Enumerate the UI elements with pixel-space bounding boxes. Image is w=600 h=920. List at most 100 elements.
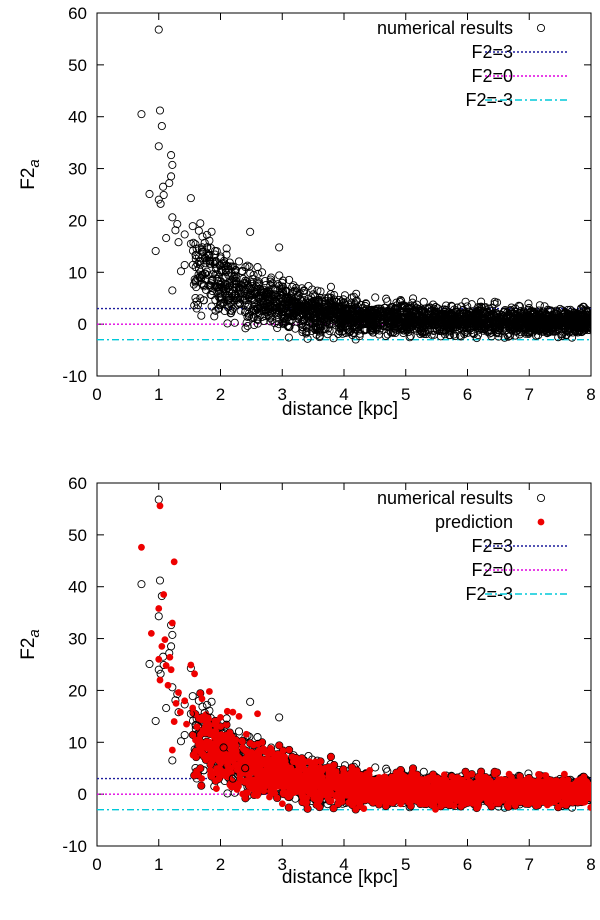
numerical-point [297, 284, 306, 293]
y-tick-label: 20 [68, 681, 87, 700]
numerical-point [162, 234, 171, 243]
numerical-point [321, 299, 330, 308]
numerical-point [167, 172, 176, 181]
numerical-point [584, 318, 591, 327]
numerical-point [330, 311, 339, 321]
x-tick-label: 8 [586, 855, 595, 874]
numerical-point [500, 333, 509, 342]
numerical-point [198, 243, 207, 252]
numerical-point [451, 320, 460, 329]
y-axis-label: F2a [18, 159, 43, 190]
numerical-point [405, 333, 414, 342]
numerical-point [186, 239, 195, 248]
numerical-point [202, 248, 211, 257]
numerical-point [216, 252, 225, 261]
numerical-point [286, 299, 295, 308]
numerical-point [508, 312, 518, 321]
numerical-point [473, 330, 483, 340]
numerical-point [222, 244, 231, 253]
y-tick-label: 60 [68, 474, 87, 493]
numerical-point [485, 327, 494, 336]
numerical-point [234, 257, 244, 266]
numerical-point [450, 318, 459, 328]
numerical-point [315, 321, 324, 330]
numerical-point [245, 262, 254, 271]
numerical-point [275, 243, 284, 252]
numerical-point [259, 316, 268, 326]
numerical-point [334, 316, 343, 325]
numerical-point [266, 317, 275, 326]
numerical-point [419, 767, 428, 776]
numerical-point [171, 226, 180, 235]
numerical-point [362, 299, 371, 309]
numerical-point [154, 142, 163, 151]
numerical-point [323, 308, 333, 317]
numerical-point [307, 298, 316, 307]
numerical-point [316, 287, 325, 296]
legend-entry-label: F2=3 [471, 42, 513, 62]
numerical-point [273, 323, 282, 333]
numerical-point [494, 318, 503, 327]
numerical-point [211, 306, 220, 315]
numerical-point [451, 331, 460, 341]
numerical-point [196, 219, 205, 228]
numerical-point [514, 301, 523, 310]
x-tick-label: 7 [525, 385, 534, 404]
numerical-point [249, 313, 258, 322]
numerical-point [476, 305, 485, 314]
numerical-point [524, 299, 533, 308]
y-tick-label: 50 [68, 56, 87, 75]
numerical-point [352, 325, 361, 334]
numerical-point [241, 294, 250, 303]
numerical-point [300, 287, 309, 296]
numerical-point [197, 279, 206, 288]
numerical-point [277, 301, 286, 311]
legend-marker [536, 23, 546, 33]
numerical-point [176, 267, 186, 276]
numerical-point [291, 308, 301, 318]
numerical-point [418, 307, 427, 316]
numerical-point [535, 310, 544, 319]
x-tick-label: 7 [525, 855, 534, 874]
scatter-cloud [188, 219, 591, 344]
numerical-point [253, 284, 262, 294]
numerical-point [154, 195, 163, 204]
numerical-point [376, 308, 385, 317]
numerical-point [284, 803, 293, 812]
numerical-point [352, 304, 361, 313]
numerical-point [275, 271, 284, 280]
x-axis-label: distance [kpc] [282, 399, 398, 420]
numerical-point [317, 317, 326, 326]
numerical-point [200, 238, 209, 247]
numerical-point [397, 313, 406, 322]
numerical-point [456, 309, 465, 318]
numerical-point [431, 312, 440, 321]
numerical-point [243, 322, 252, 331]
numerical-point [514, 318, 523, 327]
numerical-point [567, 333, 577, 342]
numerical-point [197, 311, 206, 320]
numerical-point [214, 277, 223, 286]
numerical-point [186, 194, 195, 203]
x-tick-label: 8 [586, 385, 595, 404]
numerical-point [404, 317, 413, 326]
numerical-point [320, 294, 329, 303]
numerical-point [334, 304, 343, 313]
numerical-point [416, 329, 425, 339]
numerical-point [403, 304, 412, 313]
numerical-point [287, 303, 296, 312]
numerical-point [471, 311, 480, 320]
numerical-point [275, 741, 284, 750]
x-tick-label: 5 [401, 855, 410, 874]
numerical-point [241, 324, 250, 333]
numerical-point [488, 318, 498, 327]
numerical-point [313, 286, 322, 295]
numerical-point [528, 324, 537, 333]
numerical-point [284, 313, 293, 322]
numerical-point [221, 261, 231, 270]
numerical-point [253, 263, 262, 272]
